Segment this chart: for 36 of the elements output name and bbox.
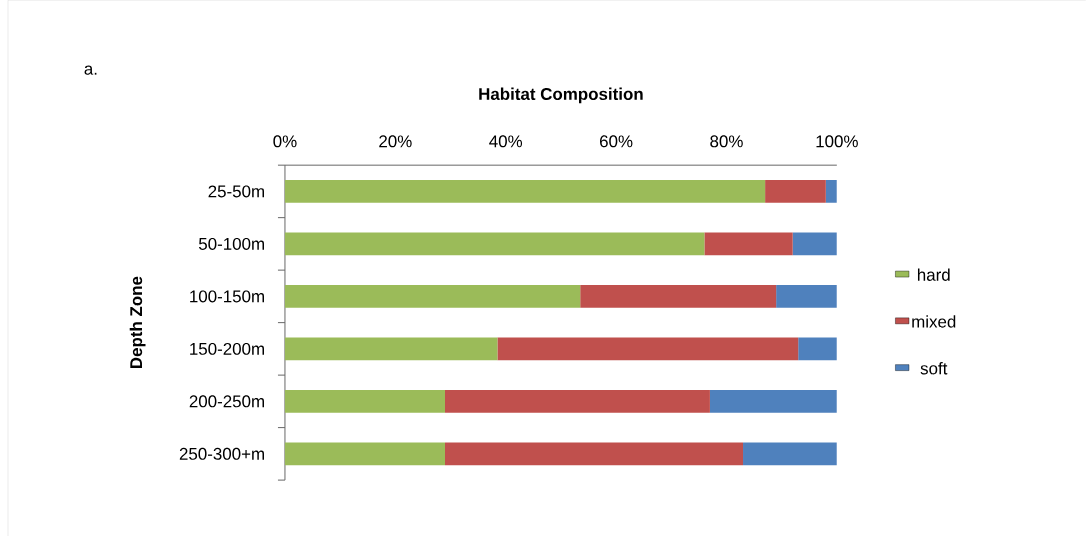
y-tick-label: 50-100m — [198, 237, 264, 250]
legend-label: hard — [917, 268, 950, 281]
bar — [284, 284, 581, 308]
y-tick-label: 150-200m — [190, 342, 264, 355]
y-tick-label: 200-250m — [189, 395, 264, 408]
y-tick-label: 100-150m — [190, 290, 264, 303]
x-tick-label: 20% — [379, 135, 412, 148]
bar — [825, 179, 837, 203]
bar — [497, 337, 799, 361]
bar — [580, 284, 777, 308]
bar — [798, 337, 837, 361]
x-tick-label: 60% — [600, 135, 633, 148]
bar — [284, 337, 498, 361]
y-tick-label: 25-50m — [208, 185, 264, 198]
y-axis-title: Depth Zone — [129, 276, 146, 368]
bar — [445, 389, 710, 413]
bar — [776, 284, 837, 308]
bar — [284, 389, 446, 413]
bar — [445, 442, 744, 465]
bar — [284, 179, 766, 203]
bar — [284, 442, 446, 465]
bar — [792, 232, 837, 256]
bar — [765, 179, 826, 203]
bar — [743, 442, 837, 465]
x-tick-label: 40% — [489, 135, 523, 148]
x-tick-label: 80% — [710, 135, 743, 148]
chart-title: Habitat Composition — [479, 87, 643, 104]
bar — [704, 232, 793, 256]
bar — [284, 232, 705, 256]
bar — [709, 389, 837, 413]
y-tick-label: 250-300+m — [179, 447, 264, 460]
legend-label: soft — [920, 361, 948, 375]
legend-label: mixed — [912, 315, 956, 328]
x-tick-label: 100% — [816, 135, 858, 148]
text: a. — [84, 65, 97, 75]
x-tick-label: 0% — [273, 135, 297, 148]
